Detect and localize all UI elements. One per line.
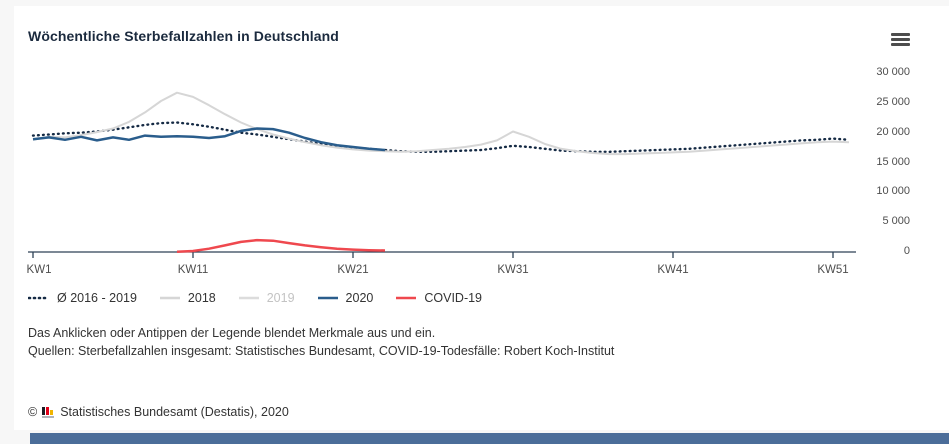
series-line-covid-19 bbox=[176, 238, 386, 254]
y-tick-label: 25 000 bbox=[876, 95, 910, 108]
legend-item--2016-2019[interactable]: Ø 2016 - 2019 bbox=[28, 291, 137, 305]
legend-item-2018[interactable]: 2018 bbox=[159, 291, 216, 305]
hamburger-menu-icon[interactable] bbox=[891, 33, 911, 49]
sources-text: Quellen: Sterbefallzahlen insgesamt: Sta… bbox=[28, 344, 615, 358]
copyright-line: © Statistisches Bundesamt (Destatis), 20… bbox=[28, 405, 289, 419]
x-tick-label: KW1 bbox=[26, 264, 52, 276]
y-tick-label: 5 000 bbox=[882, 215, 910, 228]
x-tick-label: KW31 bbox=[497, 264, 529, 276]
y-tick-label: 30 000 bbox=[876, 66, 910, 78]
series-line-2020 bbox=[32, 127, 386, 152]
legend-swatch-icon bbox=[317, 296, 338, 300]
legend-item-2019[interactable]: 2019 bbox=[238, 291, 295, 305]
copyright-symbol: © bbox=[28, 405, 38, 419]
chart-title: Wöchentliche Sterbefallzahlen in Deutsch… bbox=[28, 28, 339, 44]
legend-swatch-icon bbox=[28, 296, 50, 300]
legend-label: 2019 bbox=[266, 291, 295, 305]
y-tick-label: 15 000 bbox=[876, 155, 910, 168]
series-line-2018 bbox=[32, 91, 850, 156]
chart-notes: Das Anklicken oder Antippen der Legende … bbox=[28, 324, 614, 360]
legend-item-2020[interactable]: 2020 bbox=[317, 291, 374, 305]
legend-label: COVID-19 bbox=[424, 291, 483, 305]
bottom-accent-bar bbox=[30, 433, 949, 444]
legend-hint-text: Das Anklicken oder Antippen der Legende … bbox=[28, 326, 436, 340]
x-tick-label: KW11 bbox=[177, 264, 209, 276]
chart-legend: Ø 2016 - 2019 2018 2019 2020 COVID-19 bbox=[28, 291, 482, 305]
legend-label: 2018 bbox=[187, 291, 216, 305]
legend-item-covid-19[interactable]: COVID-19 bbox=[395, 291, 482, 305]
y-tick-label: 0 bbox=[903, 245, 910, 257]
destatis-bar-chart-icon bbox=[42, 406, 55, 418]
x-tick-label: KW41 bbox=[657, 264, 689, 276]
legend-label: 2020 bbox=[345, 291, 374, 305]
legend-swatch-icon bbox=[238, 296, 259, 300]
x-tick-label: KW21 bbox=[337, 264, 369, 276]
y-tick-label: 20 000 bbox=[876, 125, 910, 138]
y-tick-label: 10 000 bbox=[876, 185, 910, 198]
copyright-text: Statistisches Bundesamt (Destatis), 2020 bbox=[60, 405, 289, 419]
chart-widget-panel bbox=[14, 6, 949, 430]
series-line--2016-2019 bbox=[31, 121, 851, 154]
x-tick-label: KW51 bbox=[817, 264, 849, 276]
line-chart-plot bbox=[28, 91, 856, 258]
legend-swatch-icon bbox=[396, 296, 417, 300]
legend-swatch-icon bbox=[159, 296, 180, 300]
legend-label: Ø 2016 - 2019 bbox=[57, 291, 137, 305]
